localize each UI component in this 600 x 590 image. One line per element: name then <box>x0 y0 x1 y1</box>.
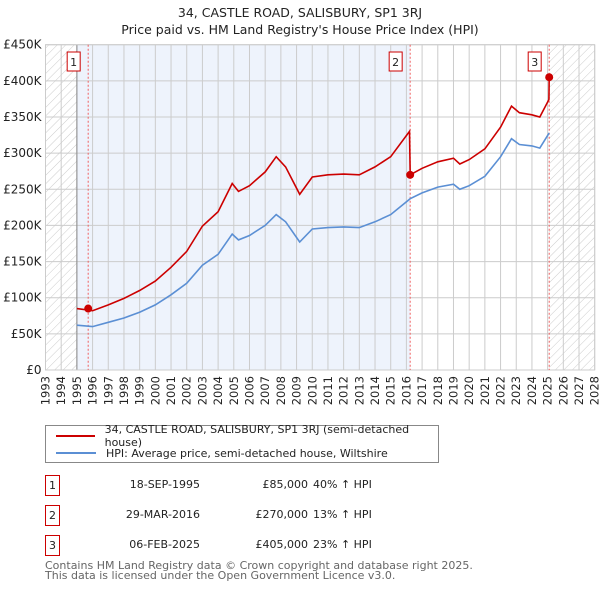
legend-label: HPI: Average price, semi-detached house,… <box>106 446 388 460</box>
x-tick-label: 2013 <box>352 376 366 405</box>
x-tick-label: 2021 <box>478 376 492 405</box>
x-tick-label: 1995 <box>70 376 84 405</box>
y-tick-label: £450K <box>3 38 43 52</box>
sale-date: 06-FEB-2025 <box>129 538 200 551</box>
x-tick-label: 2004 <box>211 376 225 405</box>
x-tick-label: 2011 <box>321 376 335 405</box>
y-tick-label: £200K <box>3 218 43 232</box>
hpi-line <box>76 132 550 328</box>
legend: 34, CASTLE ROAD, SALISBURY, SP1 3RJ (sem… <box>45 423 439 463</box>
x-tick-label: 2005 <box>227 376 241 405</box>
x-tick-label: 1993 <box>39 376 53 405</box>
sale-label-box <box>527 51 542 72</box>
footer-licence: This data is licensed under the Open Gov… <box>45 569 396 582</box>
x-tick-label: 2023 <box>509 376 523 405</box>
x-tick-label: 2001 <box>164 376 178 405</box>
y-tick-label: £250K <box>3 182 43 196</box>
sale-price: £85,000 <box>262 478 309 491</box>
legend-label: 34, CASTLE ROAD, SALISBURY, SP1 3RJ (sem… <box>104 423 410 449</box>
legend-swatch-hpi <box>56 452 96 454</box>
x-tick-label: 1998 <box>117 376 131 405</box>
x-tick-label: 2000 <box>148 376 162 405</box>
x-tick-label: 2009 <box>290 376 304 405</box>
sale-row: 2 29-MAR-2016 £270,000 13% ↑ HPI <box>45 505 445 526</box>
footer-copyright: Contains HM Land Registry data © Crown c… <box>45 559 473 572</box>
x-tick-label: 2028 <box>588 376 600 405</box>
sale-label-box <box>66 51 81 72</box>
x-tick-label: 2007 <box>258 376 272 405</box>
chart-title: 34, CASTLE ROAD, SALISBURY, SP1 3RJ <box>177 5 423 20</box>
plot-border <box>45 44 596 371</box>
sale-marker-box: 3 <box>45 535 60 556</box>
x-tick-label: 2002 <box>180 376 194 405</box>
chart-subtitle: Price paid vs. HM Land Registry's House … <box>121 22 479 37</box>
x-tick-label: 1996 <box>86 376 100 405</box>
x-tick-label: 1994 <box>54 376 68 405</box>
sale-label-box <box>388 51 403 72</box>
x-tick-label: 2026 <box>556 376 570 405</box>
sale-marker-box: 2 <box>45 505 60 526</box>
x-tick-label: 2018 <box>431 376 445 405</box>
hatched-region <box>549 44 595 370</box>
x-tick-label: 2020 <box>462 376 476 405</box>
x-tick-label: 2024 <box>525 376 539 405</box>
sale-point <box>84 304 93 313</box>
sale-point <box>406 170 415 179</box>
legend-swatch-price <box>56 435 95 437</box>
y-tick-label: £50K <box>11 327 43 341</box>
sale-hpi: 40% ↑ HPI <box>313 478 372 491</box>
x-tick-label: 2014 <box>368 376 382 405</box>
x-tick-label: 2017 <box>415 376 429 405</box>
shaded-region <box>76 44 411 370</box>
sale-label: 1 <box>70 56 77 69</box>
legend-item-price: 34, CASTLE ROAD, SALISBURY, SP1 3RJ (sem… <box>56 423 438 449</box>
sale-point <box>545 73 554 82</box>
sale-label: 2 <box>392 56 399 69</box>
x-tick-label: 2027 <box>572 376 586 405</box>
sale-row: 1 18-SEP-1995 £85,000 40% ↑ HPI <box>45 475 445 496</box>
sale-price: £270,000 <box>255 508 309 521</box>
x-tick-label: 2006 <box>242 376 256 405</box>
y-tick-label: £400K <box>3 74 43 88</box>
legend-item-hpi: HPI: Average price, semi-detached house,… <box>56 445 388 461</box>
x-tick-label: 2012 <box>337 376 351 405</box>
x-tick-label: 2008 <box>274 376 288 405</box>
sale-hpi: 13% ↑ HPI <box>313 508 372 521</box>
x-tick-label: 2016 <box>399 376 413 405</box>
y-tick-label: £350K <box>3 110 43 124</box>
sale-hpi: 23% ↑ HPI <box>313 538 372 551</box>
sale-marker-box: 1 <box>45 475 60 496</box>
y-tick-label: £100K <box>3 291 43 305</box>
x-tick-label: 2025 <box>541 376 555 405</box>
x-tick-label: 2015 <box>384 376 398 405</box>
sale-row: 3 06-FEB-2025 £405,000 23% ↑ HPI <box>45 535 445 556</box>
sale-date: 29-MAR-2016 <box>125 508 200 521</box>
y-tick-label: £0 <box>26 363 41 377</box>
sale-date: 18-SEP-1995 <box>129 478 200 491</box>
y-tick-label: £150K <box>3 255 43 269</box>
x-tick-label: 2022 <box>494 376 508 405</box>
sale-label: 3 <box>531 56 538 69</box>
price-paid-line <box>76 77 550 312</box>
x-tick-label: 2019 <box>446 376 460 405</box>
sale-price: £405,000 <box>255 538 309 551</box>
x-tick-label: 2003 <box>195 376 209 405</box>
x-tick-label: 1999 <box>133 376 147 405</box>
x-tick-label: 1997 <box>101 376 115 405</box>
x-tick-label: 2010 <box>305 376 319 405</box>
y-tick-label: £300K <box>3 146 43 160</box>
price-chart: 1993 1994 1995 1996 1997 1998 1999 2000 2001 2002… <box>3 38 600 406</box>
